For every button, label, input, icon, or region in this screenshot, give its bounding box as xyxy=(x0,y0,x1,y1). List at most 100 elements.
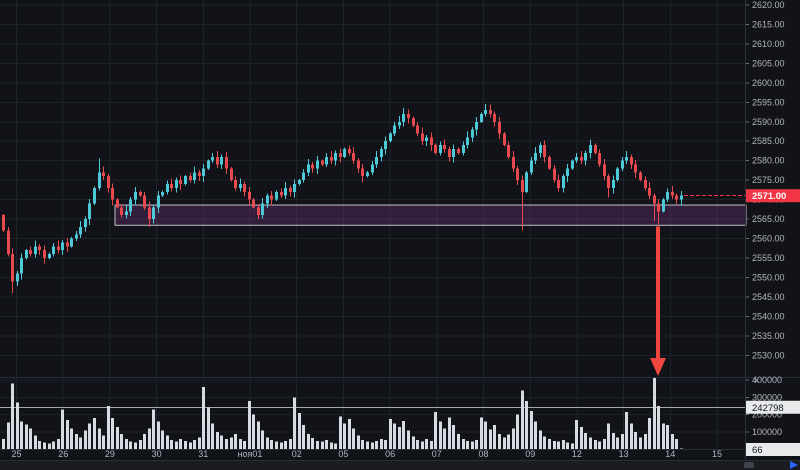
candle xyxy=(507,145,510,157)
volume-bar xyxy=(598,441,601,450)
volume-bar xyxy=(184,440,187,450)
volume-bar xyxy=(57,439,60,450)
volume-tick-label: 200000 xyxy=(752,410,782,420)
candle xyxy=(575,156,578,161)
candle xyxy=(179,180,182,185)
candle xyxy=(107,176,110,188)
time-tick-label: 08 xyxy=(478,449,488,459)
candle xyxy=(530,160,533,173)
candle xyxy=(553,168,556,181)
candle xyxy=(111,187,114,200)
candle xyxy=(143,195,146,208)
volume-scale[interactable]: 400000 300000 200000 100000 242798 66 xyxy=(746,375,800,456)
volume-bar xyxy=(143,433,146,450)
volume-bar xyxy=(366,441,369,450)
candle xyxy=(543,145,546,157)
volume-bar xyxy=(562,439,565,450)
candle xyxy=(480,113,483,122)
candle xyxy=(498,121,501,134)
volume-bar xyxy=(603,439,606,450)
candle xyxy=(266,195,269,204)
time-scale[interactable]: 25 26 29 30 31 ноя01 02 05 06 07 08 09 12 13 14 15 xyxy=(0,449,745,461)
volume-tick-label: 100000 xyxy=(752,427,782,437)
volume-bar xyxy=(266,437,269,450)
candle xyxy=(139,191,142,196)
candle xyxy=(539,145,542,153)
volume-bar xyxy=(489,429,492,450)
candle xyxy=(11,254,14,282)
candle xyxy=(566,168,569,177)
volume-bar xyxy=(120,433,123,450)
volume-bar xyxy=(111,418,114,450)
volume-bar xyxy=(343,423,346,450)
time-tick-label: 15 xyxy=(712,449,722,459)
candle xyxy=(157,195,160,208)
candle xyxy=(361,168,364,177)
candle xyxy=(571,160,574,169)
volume-bar xyxy=(457,433,460,450)
volume-bar xyxy=(675,439,678,450)
volume-bar xyxy=(589,437,592,450)
candle xyxy=(534,152,537,161)
volume-bar xyxy=(662,423,665,450)
candle xyxy=(452,149,455,157)
candle xyxy=(594,145,597,153)
candle xyxy=(671,191,674,196)
volume-bar xyxy=(493,425,496,450)
volume-bar xyxy=(252,414,255,450)
candle xyxy=(489,110,492,114)
volume-bar xyxy=(29,428,32,450)
volume-bar xyxy=(393,423,396,450)
candle xyxy=(662,199,665,212)
support-zone-rectangle[interactable] xyxy=(114,204,747,226)
candle xyxy=(248,191,251,200)
candle xyxy=(216,156,219,165)
volume-bar xyxy=(380,439,383,450)
volume-bar xyxy=(34,435,37,450)
volume-tick-label: 400000 xyxy=(752,375,782,385)
candle xyxy=(175,180,178,188)
volume-bar xyxy=(289,439,292,450)
volume-bar xyxy=(225,439,228,450)
price-tick-label: 2565.00 xyxy=(752,214,785,224)
arrow-drawing[interactable] xyxy=(650,226,666,377)
candle xyxy=(598,152,601,165)
candle xyxy=(79,226,82,235)
candle xyxy=(343,149,346,157)
candle xyxy=(421,133,424,142)
candle xyxy=(75,234,78,239)
go-to-realtime-icon[interactable] xyxy=(790,461,798,469)
last-price-label: 2571.00 xyxy=(746,189,800,203)
volume-bar xyxy=(293,397,296,450)
candle xyxy=(198,172,201,177)
price-tick-label: 2540.00 xyxy=(752,311,785,321)
time-tick-label: 26 xyxy=(58,449,68,459)
candle xyxy=(521,180,524,192)
candle xyxy=(116,199,119,208)
volume-bar xyxy=(462,439,465,450)
candle xyxy=(525,172,528,192)
volume-bar xyxy=(534,421,537,450)
candle xyxy=(612,180,615,188)
candle xyxy=(471,129,474,138)
volume-bar xyxy=(398,426,401,450)
volume-bar xyxy=(284,440,287,450)
candle xyxy=(170,184,173,188)
price-tick-label: 2575.00 xyxy=(752,175,785,185)
volume-bar xyxy=(70,428,73,450)
candle xyxy=(557,180,560,188)
volume-bar xyxy=(607,423,610,450)
volume-bar xyxy=(412,436,415,450)
price-tick-label: 2605.00 xyxy=(752,58,785,68)
candle xyxy=(630,156,633,165)
close-icon[interactable]: × xyxy=(752,375,760,387)
candle xyxy=(398,121,401,126)
price-tick-label: 2580.00 xyxy=(752,156,785,166)
time-tick-label: ноя01 xyxy=(238,449,263,459)
candle xyxy=(603,164,606,177)
volume-bar xyxy=(339,416,342,450)
corner-button[interactable] xyxy=(744,462,754,468)
volume-bar xyxy=(211,423,214,450)
